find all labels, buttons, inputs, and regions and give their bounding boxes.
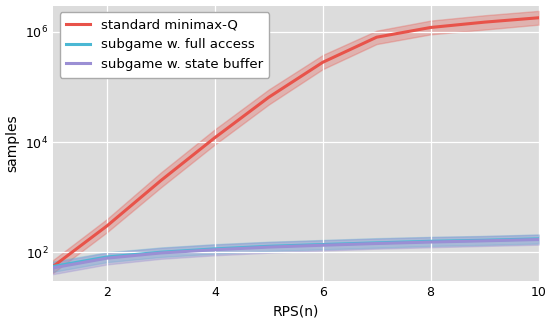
subgame w. full access — [481, 238, 488, 242]
subgame w. state buffer — [320, 243, 326, 247]
subgame w. full access — [104, 255, 110, 259]
subgame w. full access — [211, 247, 218, 251]
standard minimax-Q — [373, 35, 380, 39]
subgame w. state buffer — [211, 248, 218, 252]
standard minimax-Q — [427, 26, 434, 29]
standard minimax-Q — [266, 95, 272, 99]
standard minimax-Q — [157, 179, 164, 182]
standard minimax-Q — [104, 224, 110, 228]
Legend: standard minimax-Q, subgame w. full access, subgame w. state buffer: standard minimax-Q, subgame w. full acce… — [60, 12, 269, 77]
standard minimax-Q — [211, 136, 218, 140]
subgame w. state buffer — [157, 251, 164, 255]
subgame w. full access — [320, 243, 326, 247]
X-axis label: RPS(n): RPS(n) — [273, 305, 319, 318]
subgame w. state buffer — [373, 242, 380, 246]
standard minimax-Q — [535, 16, 542, 20]
subgame w. state buffer — [481, 239, 488, 243]
subgame w. state buffer — [427, 240, 434, 244]
subgame w. full access — [373, 241, 380, 245]
subgame w. full access — [535, 237, 542, 241]
subgame w. full access — [266, 244, 272, 248]
Line: subgame w. state buffer: subgame w. state buffer — [53, 239, 539, 268]
standard minimax-Q — [320, 60, 326, 64]
Line: subgame w. full access: subgame w. full access — [53, 239, 539, 267]
subgame w. full access — [157, 250, 164, 254]
subgame w. state buffer — [266, 245, 272, 249]
standard minimax-Q — [50, 265, 56, 269]
subgame w. full access — [50, 265, 56, 269]
Line: standard minimax-Q: standard minimax-Q — [53, 18, 539, 267]
standard minimax-Q — [481, 20, 488, 24]
subgame w. state buffer — [50, 266, 56, 270]
subgame w. state buffer — [535, 237, 542, 241]
subgame w. state buffer — [104, 256, 110, 260]
subgame w. full access — [427, 239, 434, 243]
Y-axis label: samples: samples — [6, 114, 19, 172]
